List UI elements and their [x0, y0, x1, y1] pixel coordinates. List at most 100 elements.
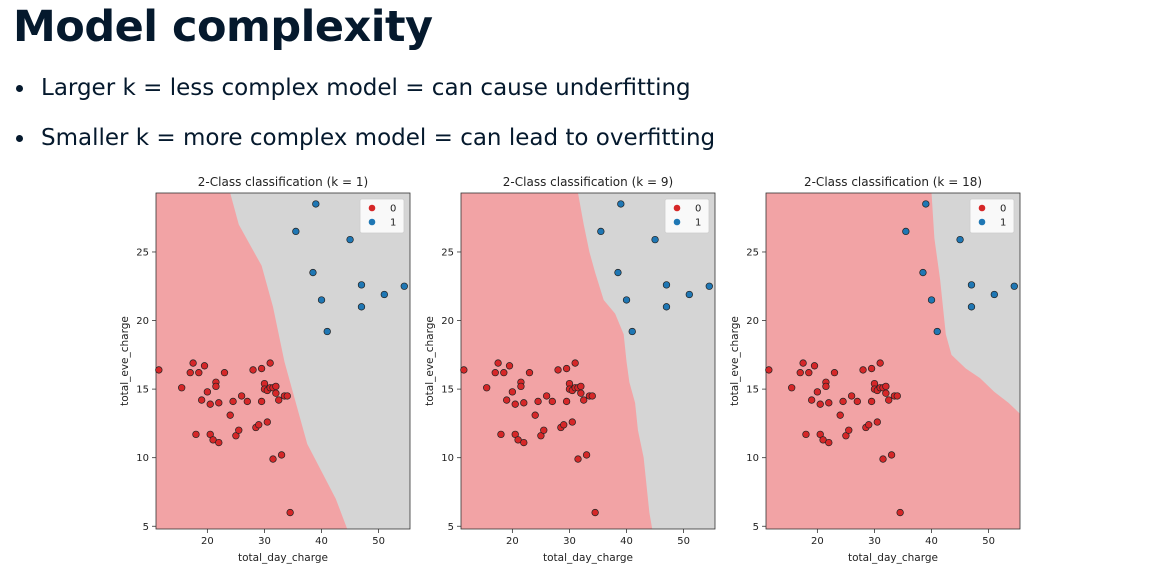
point-class-0	[286, 508, 294, 517]
point-class-1	[622, 296, 631, 304]
x-tick-label: 30	[868, 536, 881, 547]
point-class-0	[839, 397, 847, 406]
point-class-0	[887, 451, 896, 459]
point-class-0	[882, 389, 890, 397]
chart-title: 2-Class classification (k = 18)	[804, 175, 982, 189]
point-class-0	[189, 359, 197, 367]
point-class-1	[628, 327, 636, 336]
slide-title: Model complexity	[13, 2, 433, 52]
x-tick-label: 20	[201, 536, 214, 547]
point-class-1	[902, 227, 910, 236]
point-class-0	[893, 392, 901, 400]
point-class-0	[799, 359, 807, 367]
point-class-0	[796, 369, 804, 377]
point-class-1	[967, 303, 976, 311]
point-class-0	[520, 438, 528, 447]
point-class-0	[215, 399, 223, 407]
point-class-0	[195, 369, 203, 377]
y-tick-label: 5	[143, 522, 149, 533]
point-class-1	[662, 281, 671, 289]
point-class-0	[178, 384, 186, 392]
point-class-0	[460, 366, 468, 374]
x-axis-label: total_day_charge	[848, 552, 938, 564]
legend-marker	[673, 218, 681, 226]
legend-marker	[978, 218, 986, 226]
chart-title: 2-Class classification (k = 9)	[503, 175, 673, 189]
legend-box	[359, 198, 405, 234]
point-class-1	[312, 200, 320, 208]
point-class-1	[357, 281, 366, 289]
point-class-0	[255, 421, 263, 429]
point-class-0	[562, 364, 571, 373]
point-class-0	[568, 418, 576, 426]
point-class-0	[588, 392, 596, 400]
point-class-0	[574, 455, 582, 463]
y-axis-label: total_eve_charge	[424, 316, 436, 406]
point-class-1	[651, 235, 659, 244]
bullet-dot-icon	[16, 85, 23, 92]
point-class-1	[662, 303, 671, 311]
x-tick-label: 20	[506, 536, 519, 547]
point-class-0	[560, 421, 568, 429]
point-class-0	[808, 396, 816, 404]
legend-label: 1	[1000, 218, 1006, 229]
y-tick-label: 5	[753, 522, 759, 533]
y-tick-label: 15	[136, 385, 149, 396]
point-class-0	[212, 382, 220, 391]
y-tick-label: 10	[136, 453, 149, 464]
point-class-0	[198, 396, 206, 404]
y-tick-label: 15	[746, 385, 759, 396]
point-class-0	[867, 364, 876, 373]
point-class-1	[927, 296, 936, 304]
point-class-0	[257, 397, 266, 406]
point-class-0	[879, 455, 887, 463]
legend-marker	[978, 204, 986, 212]
point-class-0	[836, 411, 844, 419]
bullet-item: Smaller k = more complex model = can lea…	[16, 120, 715, 170]
class1-region	[230, 193, 410, 529]
point-class-1	[357, 303, 366, 311]
point-class-1	[956, 235, 964, 244]
point-class-0	[591, 508, 599, 517]
point-class-0	[235, 426, 243, 434]
bullet-text: Smaller k = more complex model = can lea…	[41, 125, 716, 151]
chart-panel: 2-Class classification (k = 1) 20 30 40 50 5 1…	[119, 175, 411, 564]
point-class-1	[617, 200, 625, 208]
point-class-0	[582, 451, 591, 459]
point-class-0	[830, 369, 839, 377]
point-class-0	[500, 369, 508, 377]
y-tick-label: 20	[136, 316, 149, 327]
point-class-0	[825, 438, 833, 447]
point-class-0	[200, 362, 209, 370]
point-class-0	[847, 392, 856, 400]
y-tick-label: 5	[448, 522, 454, 533]
x-tick-label: 30	[563, 536, 576, 547]
legend-label: 1	[390, 218, 396, 229]
point-class-1	[614, 268, 622, 277]
point-class-0	[554, 366, 562, 374]
chart-panel: 2-Class classification (k = 18)20 30 40 505…	[729, 175, 1021, 564]
point-class-1	[933, 327, 941, 336]
point-class-0	[810, 362, 819, 370]
point-class-0	[885, 396, 893, 404]
legend-label: 1	[695, 218, 701, 229]
bullet-item: Larger k = less complex model = can caus…	[16, 70, 715, 120]
legend-box	[969, 198, 1015, 234]
point-class-0	[206, 400, 214, 408]
bullet-dot-icon	[16, 135, 23, 142]
point-class-0	[243, 397, 251, 406]
point-class-0	[269, 455, 277, 463]
x-tick-label: 30	[258, 536, 271, 547]
point-class-0	[859, 366, 867, 374]
point-class-0	[542, 392, 551, 400]
point-class-1	[1010, 282, 1018, 290]
point-class-0	[816, 400, 824, 408]
point-class-0	[896, 508, 904, 517]
y-tick-label: 20	[746, 316, 759, 327]
legend-label: 0	[695, 204, 701, 215]
point-class-0	[813, 388, 822, 396]
bullet-list: Larger k = less complex model = can caus…	[16, 70, 715, 170]
point-class-0	[520, 399, 528, 407]
point-class-0	[505, 362, 514, 370]
point-class-1	[685, 290, 693, 299]
